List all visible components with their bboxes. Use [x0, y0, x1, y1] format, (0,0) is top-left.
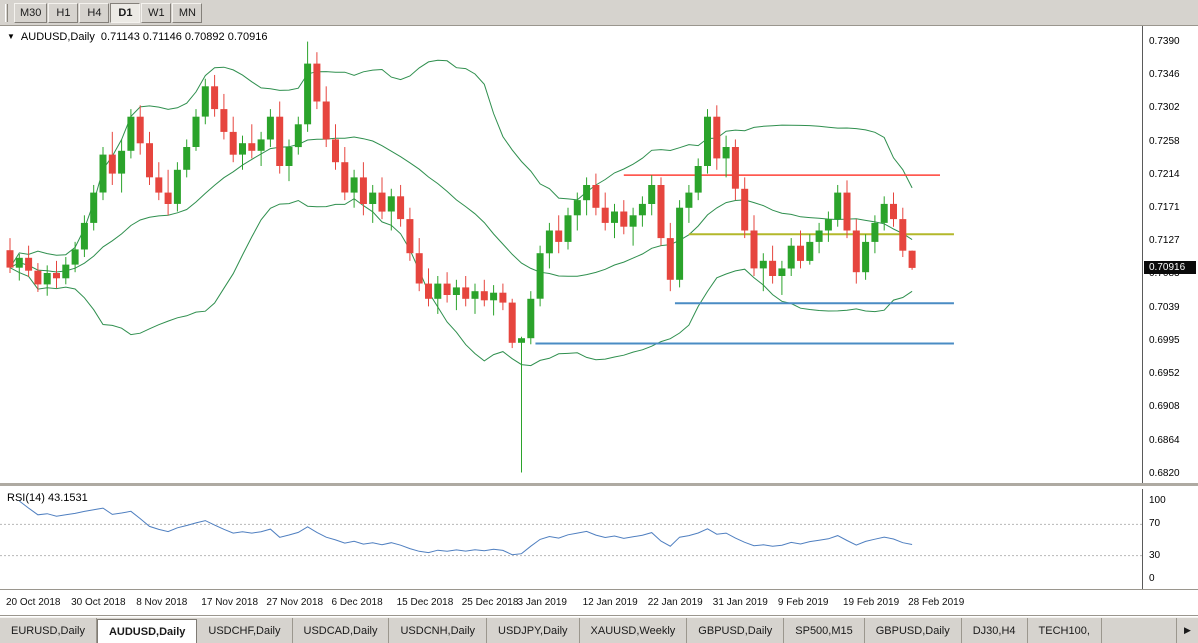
- chart-tab-gbpusd-daily[interactable]: GBPUSD,Daily: [865, 618, 962, 643]
- date-axis-label: 17 Nov 2018: [201, 597, 259, 608]
- chart-header: ▼ AUDUSD,Daily 0.71143 0.71146 0.70892 0…: [7, 31, 267, 43]
- date-axis-label: 20 Oct 2018: [6, 597, 61, 608]
- chart-tab-sp500-m15[interactable]: SP500,M15: [784, 618, 865, 643]
- chart-tabs: EURUSD,Daily AUDUSD,Daily USDCHF,Daily USDC…: [0, 618, 1176, 643]
- date-axis-label: 15 Dec 2018: [396, 597, 454, 608]
- rsi-label: RSI(14) 43.1531: [7, 492, 88, 504]
- main-chart-panel: ▼ AUDUSD,Daily 0.71143 0.71146 0.70892 0…: [0, 26, 1198, 486]
- date-axis-label: 3 Jan 2019: [517, 597, 568, 608]
- date-axis-label: 28 Feb 2019: [908, 597, 965, 608]
- chart-tab-tech100[interactable]: TECH100,: [1028, 618, 1102, 643]
- chart-tab-usdjpy-daily[interactable]: USDJPY,Daily: [487, 618, 580, 643]
- date-axis[interactable]: 20 Oct 2018 30 Oct 2018 8 Nov 2018 17 Nov 2…: [0, 590, 1198, 616]
- price-axis-label: 0.7258: [1149, 135, 1180, 147]
- rsi-axis-label: 30: [1149, 549, 1161, 561]
- rsi-plot[interactable]: [0, 489, 1142, 589]
- date-axis-label: 22 Jan 2019: [647, 597, 703, 608]
- price-chart-plot[interactable]: [0, 26, 1142, 482]
- rsi-indicator-panel: RSI(14) 43.1531 100 70 30 0: [0, 489, 1198, 590]
- chart-tab-gbpusd-daily[interactable]: GBPUSD,Daily: [687, 618, 785, 643]
- chart-symbol-label: AUDUSD,Daily: [20, 31, 95, 43]
- price-axis-label: 0.7390: [1149, 35, 1180, 47]
- timeframe-button-h1[interactable]: H1: [48, 2, 79, 23]
- price-axis-label: 0.6995: [1149, 335, 1180, 347]
- current-price-tag: 0.70916: [1144, 260, 1196, 274]
- tab-scroll-right-icon[interactable]: ▶: [1176, 618, 1198, 643]
- price-axis-label: 0.7302: [1149, 102, 1180, 114]
- rsi-axis: 100 70 30 0: [1142, 489, 1198, 589]
- price-axis-label: 0.7039: [1149, 301, 1180, 313]
- timeframe-toolbar: M30 H1 H4 D1 W1 MN: [0, 0, 1198, 26]
- timeframe-button-d1[interactable]: D1: [110, 2, 141, 23]
- price-axis-label: 0.6820: [1149, 468, 1180, 479]
- price-axis-label: 0.7083: [1149, 268, 1180, 280]
- price-axis-label: 0.6908: [1149, 401, 1180, 413]
- date-axis-label: 12 Jan 2019: [582, 597, 638, 608]
- price-axis-label: 0.7127: [1149, 235, 1180, 247]
- date-axis-label: 6 Dec 2018: [331, 597, 383, 608]
- chart-tab-audusd-daily[interactable]: AUDUSD,Daily: [96, 619, 198, 643]
- timeframe-button-m30[interactable]: M30: [14, 2, 48, 23]
- timeframe-button-w1[interactable]: W1: [141, 2, 172, 23]
- chart-tab-bar: EURUSD,Daily AUDUSD,Daily USDCHF,Daily USDC…: [0, 617, 1198, 643]
- timeframe-button-group: M30 H1 H4 D1 W1 MN: [14, 2, 203, 23]
- timeframe-button-mn[interactable]: MN: [172, 2, 203, 23]
- date-axis-label: 31 Jan 2019: [712, 597, 768, 608]
- toolbar-drag-handle[interactable]: [5, 3, 8, 22]
- date-axis-label: 9 Feb 2019: [777, 597, 829, 608]
- rsi-axis-label: 70: [1149, 518, 1161, 530]
- chart-tab-dj30-h4[interactable]: DJ30,H4: [962, 618, 1028, 643]
- date-axis-label: 19 Feb 2019: [843, 597, 900, 608]
- price-axis[interactable]: 0.7390 0.7346 0.7302 0.7258 0.7214 0.7171 0.71…: [1142, 26, 1198, 483]
- chart-tab-usdcnh-daily[interactable]: USDCNH,Daily: [389, 618, 488, 643]
- rsi-axis-label: 100: [1149, 495, 1166, 506]
- date-axis-label: 30 Oct 2018: [71, 597, 126, 608]
- chart-tab-usdchf-daily[interactable]: USDCHF,Daily: [197, 618, 293, 643]
- candlestick-chart[interactable]: [0, 26, 1142, 482]
- chart-tab-xauusd-weekly[interactable]: XAUUSD,Weekly: [580, 618, 688, 643]
- timeframe-button-h4[interactable]: H4: [79, 2, 110, 23]
- date-axis-label: 25 Dec 2018: [461, 597, 519, 608]
- rsi-chart[interactable]: [0, 489, 1142, 589]
- rsi-axis-label: 0: [1149, 573, 1155, 584]
- price-axis-label: 0.6952: [1149, 367, 1180, 379]
- chart-tab-usdcad-daily[interactable]: USDCAD,Daily: [293, 618, 390, 643]
- date-axis-label: 27 Nov 2018: [266, 597, 324, 608]
- price-axis-label: 0.6864: [1149, 434, 1180, 446]
- chart-ohlc-values: 0.71143 0.71146 0.70892 0.70916: [100, 31, 268, 43]
- price-axis-label: 0.7171: [1149, 201, 1180, 213]
- chart-tab-eurusd-daily[interactable]: EURUSD,Daily: [0, 618, 97, 643]
- price-axis-label: 0.7214: [1149, 169, 1180, 181]
- date-axis-label: 8 Nov 2018: [136, 597, 188, 608]
- price-axis-label: 0.7346: [1149, 68, 1180, 80]
- symbol-dropdown-icon[interactable]: ▼: [7, 32, 15, 41]
